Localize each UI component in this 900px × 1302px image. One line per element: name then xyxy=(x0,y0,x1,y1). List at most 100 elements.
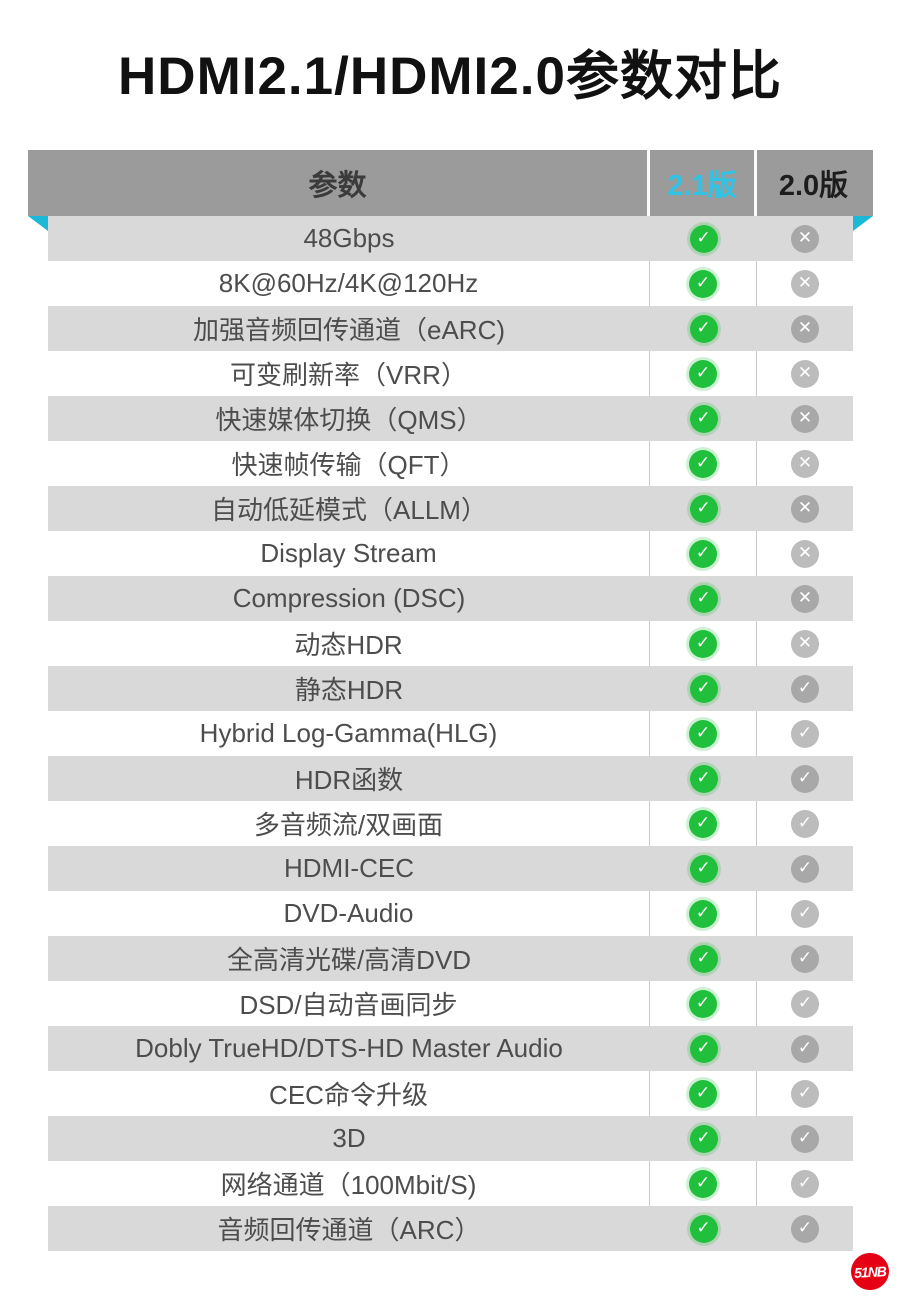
row-cell-2-1: ✓ xyxy=(650,216,757,261)
table-body: 48Gbps ✓ ✕ 8K@60Hz/4K@120Hz ✓ ✕ 加强音频回传通道… xyxy=(48,216,853,1251)
cross-icon: ✕ xyxy=(791,269,819,298)
check-icon: ✓ xyxy=(689,314,718,343)
row-label: HDMI-CEC xyxy=(284,853,414,883)
row-cell-2-1: ✓ xyxy=(650,1206,757,1251)
check-icon: ✓ xyxy=(689,674,718,703)
table-row: Display Stream ✓ ✕ xyxy=(48,531,853,576)
row-label: 动态HDR xyxy=(48,621,650,666)
row-label: 网络通道（100Mbit/S) xyxy=(48,1161,650,1206)
header-cell-2-0: 2.0版 xyxy=(778,170,849,202)
table-row: HDR函数 ✓ ✓ xyxy=(48,756,853,801)
row-label: 快速帧传输（QFT） xyxy=(48,441,650,486)
check-icon: ✓ xyxy=(689,809,717,838)
row-cell-2-1: ✓ xyxy=(650,396,757,441)
check-icon: ✓ xyxy=(689,719,717,748)
check-icon: ✓ xyxy=(689,1169,717,1198)
row-cell-2-0: ✕ xyxy=(757,216,853,261)
row-cell-2-1: ✓ xyxy=(650,576,757,621)
row-label: DVD-Audio xyxy=(48,891,650,936)
row-cell-2-1: ✓ xyxy=(650,1071,757,1116)
table-row: 动态HDR ✓ ✕ xyxy=(48,621,853,666)
table-row: 静态HDR ✓ ✓ xyxy=(48,666,853,711)
row-cell-2-1: ✓ xyxy=(650,756,757,801)
table-row: 网络通道（100Mbit/S) ✓ ✓ xyxy=(48,1161,853,1206)
row-cell-2-1: ✓ xyxy=(650,441,757,486)
check-icon: ✓ xyxy=(689,584,718,613)
row-cell-2-1: ✓ xyxy=(650,621,757,666)
check-icon: ✓ xyxy=(689,539,717,568)
row-cell-2-0: ✕ xyxy=(757,351,853,396)
page-title: HDMI2.1/HDMI2.0参数对比 xyxy=(118,47,782,106)
row-label: 3D xyxy=(332,1123,366,1153)
table-row: 加强音频回传通道（eARC) ✓ ✕ xyxy=(48,306,853,351)
header-cell-2-1: 2.1版 xyxy=(650,150,757,216)
row-label: 48Gbps xyxy=(303,223,395,253)
row-label: 音频回传通道（ARC） xyxy=(217,1215,481,1245)
row-cell-2-1: ✓ xyxy=(650,711,757,756)
row-label: CEC命令升级 xyxy=(48,1071,650,1116)
cross-icon: ✕ xyxy=(791,404,819,433)
row-label: 快速媒体切换（QMS） xyxy=(215,405,483,435)
check-icon: ✓ xyxy=(791,719,819,748)
table-row: 8K@60Hz/4K@120Hz ✓ ✕ xyxy=(48,261,853,306)
table-row: 快速媒体切换（QMS） ✓ ✕ xyxy=(48,396,853,441)
row-cell-2-0: ✓ xyxy=(757,1071,853,1116)
cross-icon: ✕ xyxy=(791,584,819,613)
table-header: 参数 2.1版 2.0版 xyxy=(28,150,873,216)
table-row: HDMI-CEC ✓ ✓ xyxy=(48,846,853,891)
check-icon: ✓ xyxy=(791,1169,819,1198)
row-label: 全高清光碟/高清DVD xyxy=(226,945,472,975)
check-icon: ✓ xyxy=(689,404,718,433)
row-cell-2-1: ✓ xyxy=(650,801,757,846)
row-cell-2-1: ✓ xyxy=(650,1161,757,1206)
check-icon: ✓ xyxy=(689,1214,718,1243)
table-row: 自动低延模式（ALLM） ✓ ✕ xyxy=(48,486,853,531)
row-cell-2-0: ✓ xyxy=(757,846,853,891)
row-label: HDR函数 xyxy=(294,765,404,795)
row-label: 加强音频回传通道（eARC) xyxy=(192,315,505,345)
table-row: Compression (DSC) ✓ ✕ xyxy=(48,576,853,621)
row-cell-2-0: ✓ xyxy=(757,801,853,846)
cross-icon: ✕ xyxy=(791,314,819,343)
check-icon: ✓ xyxy=(791,1034,819,1063)
cross-icon: ✕ xyxy=(791,449,819,478)
cross-icon: ✕ xyxy=(791,539,819,568)
header-cell-param: 参数 xyxy=(28,150,650,216)
row-cell-2-0: ✓ xyxy=(757,981,853,1026)
table-row: DVD-Audio ✓ ✓ xyxy=(48,891,853,936)
check-icon: ✓ xyxy=(791,1079,819,1108)
check-icon: ✓ xyxy=(689,494,718,523)
row-cell-2-1: ✓ xyxy=(650,261,757,306)
table-row: Hybrid Log-Gamma(HLG) ✓ ✓ xyxy=(48,711,853,756)
row-cell-2-0: ✕ xyxy=(757,576,853,621)
row-label: Dobly TrueHD/DTS-HD Master Audio xyxy=(135,1033,563,1063)
row-cell-2-0: ✕ xyxy=(757,396,853,441)
row-cell-2-0: ✕ xyxy=(757,531,853,576)
row-cell-2-1: ✓ xyxy=(650,351,757,396)
row-cell-2-0: ✓ xyxy=(757,1026,853,1071)
check-icon: ✓ xyxy=(689,764,718,793)
row-cell-2-0: ✕ xyxy=(757,441,853,486)
check-icon: ✓ xyxy=(689,449,717,478)
row-cell-2-1: ✓ xyxy=(650,306,757,351)
row-cell-2-1: ✓ xyxy=(650,936,757,981)
table-row: 3D ✓ ✓ xyxy=(48,1116,853,1161)
check-icon: ✓ xyxy=(791,944,819,973)
check-icon: ✓ xyxy=(689,989,717,1018)
row-cell-2-0: ✓ xyxy=(757,891,853,936)
fold-triangle-right xyxy=(853,216,873,231)
row-cell-2-0: ✕ xyxy=(757,621,853,666)
row-label: DSD/自动音画同步 xyxy=(48,981,650,1026)
check-icon: ✓ xyxy=(689,1124,718,1153)
row-label: 可变刷新率（VRR） xyxy=(48,351,650,396)
row-cell-2-1: ✓ xyxy=(650,486,757,531)
cross-icon: ✕ xyxy=(791,359,819,388)
row-cell-2-0: ✓ xyxy=(757,666,853,711)
check-icon: ✓ xyxy=(689,629,717,658)
row-cell-2-0: ✕ xyxy=(757,261,853,306)
check-icon: ✓ xyxy=(689,269,717,298)
check-icon: ✓ xyxy=(689,944,718,973)
table-row: 音频回传通道（ARC） ✓ ✓ xyxy=(48,1206,853,1251)
table-row: CEC命令升级 ✓ ✓ xyxy=(48,1071,853,1116)
